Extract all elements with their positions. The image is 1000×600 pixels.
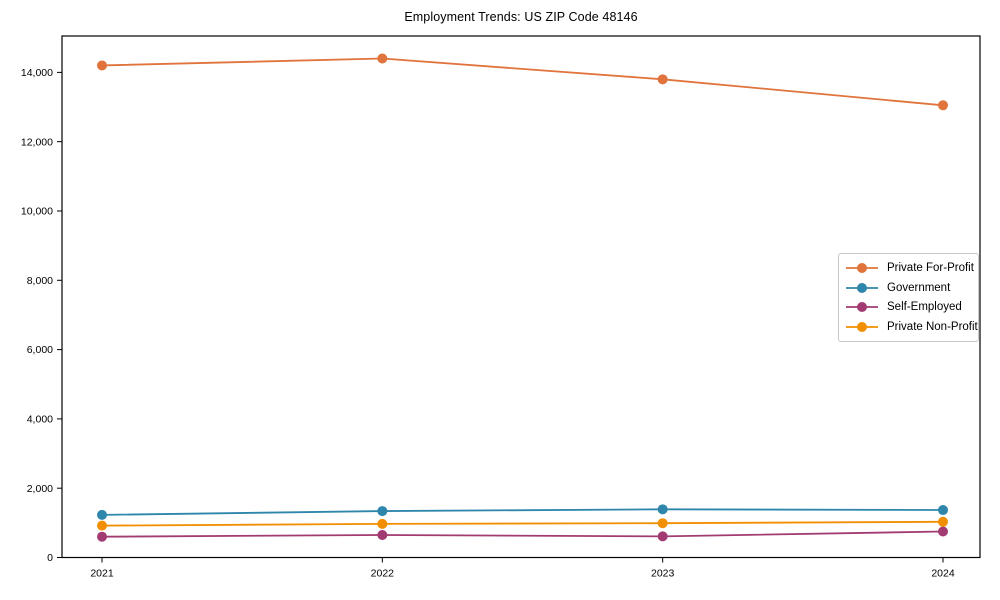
data-point-self-employed [657,531,668,542]
legend-label: Private Non-Profit [887,320,978,333]
y-tick-label: 10,000 [21,206,53,218]
x-tick-label: 2022 [371,568,395,580]
data-point-private-non-profit [657,518,668,529]
data-point-private-for-profit [377,53,388,64]
series-line-government [101,508,944,516]
data-point-government [657,504,668,515]
legend: Private For-Profit Government Self-Employe… [838,253,979,342]
data-point-self-employed [938,526,948,537]
y-tick-label: 6,000 [27,344,53,356]
data-point-government [938,505,948,516]
legend-item-private-for-profit: Private For-Profit [846,260,974,276]
y-tick-label: 4,000 [27,413,53,425]
data-point-private-for-profit [97,60,107,71]
series-line-self-employed [101,530,944,538]
data-point-self-employed [97,531,107,542]
y-tick-label: 8,000 [27,275,53,287]
chart-title: Employment Trends: US ZIP Code 48146 [404,10,638,24]
y-tick-label: 12,000 [21,136,53,148]
legend-marker-icon [846,321,878,332]
legend-marker-icon [846,263,878,273]
data-point-private-non-profit [938,516,948,527]
y-tick-label: 0 [47,552,53,564]
data-point-private-for-profit [657,74,668,85]
legend-item-private-non-profit: Private Non-Profit [846,319,978,335]
data-point-private-non-profit [377,518,388,529]
series-line-private-non-profit [101,520,944,527]
y-tick-label: 2,000 [27,483,53,495]
data-point-government [97,509,107,520]
data-point-government [377,506,388,517]
axes-frame [61,35,981,559]
legend-label: Self-Employed [887,301,962,314]
x-tick-label: 2021 [90,568,114,580]
legend-item-government: Government [846,280,970,296]
legend-label: Government [887,281,951,294]
series-line-private-for-profit [101,57,944,107]
data-point-self-employed [377,529,388,540]
legend-label: Private For-Profit [887,262,974,274]
x-tick-label: 2024 [931,568,955,580]
data-point-private-for-profit [938,100,948,111]
y-tick-label: 14,000 [21,67,53,79]
data-point-private-non-profit [97,520,107,531]
legend-marker-icon [846,282,878,293]
x-tick-label: 2023 [651,568,675,580]
legend-item-self-employed: Self-Employed [846,299,970,315]
legend-marker-icon [846,302,878,313]
